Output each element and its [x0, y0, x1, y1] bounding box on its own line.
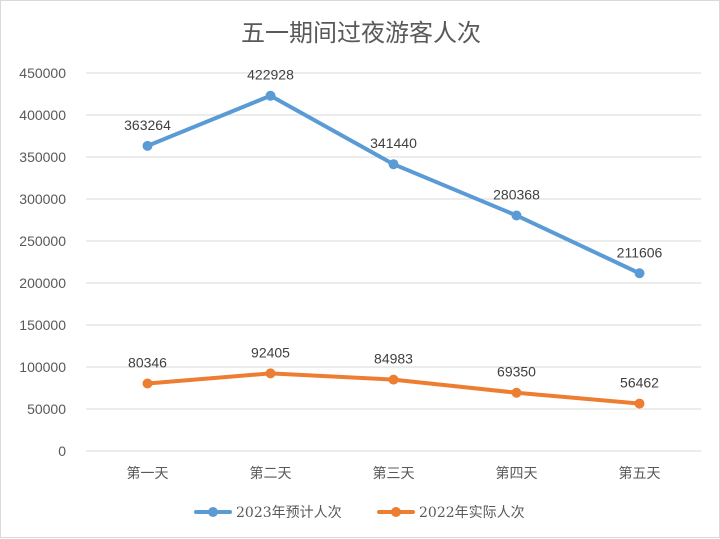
- y-tick-label: 250000: [19, 233, 66, 249]
- data-point: [511, 387, 522, 398]
- data-label: 80346: [128, 355, 167, 371]
- data-label: 280368: [493, 186, 540, 202]
- data-point: [142, 378, 153, 389]
- y-tick-label: 100000: [19, 359, 66, 375]
- y-tick-label: 400000: [19, 107, 66, 123]
- legend-swatch-marker: [391, 507, 401, 517]
- series-layer: 363264 422928 341440 280368 211606 80346 92405…: [124, 67, 663, 409]
- data-label: 341440: [370, 135, 417, 151]
- x-axis: 第一天 第二天 第三天 第四天 第五天: [127, 465, 661, 482]
- legend-swatch-marker: [208, 507, 218, 517]
- y-tick-label: 150000: [19, 317, 66, 333]
- x-tick-label: 第三天: [373, 465, 415, 482]
- chart-title: 五一期间过夜游客人次: [241, 19, 481, 47]
- legend-item: 2023年预计人次: [194, 505, 342, 521]
- data-label: 69350: [497, 364, 536, 380]
- y-tick-label: 200000: [19, 275, 66, 291]
- gridlines: [86, 72, 701, 452]
- legend: 2023年预计人次 2022年实际人次: [194, 505, 525, 521]
- data-point: [634, 398, 645, 409]
- x-tick-label: 第五天: [619, 465, 661, 482]
- y-tick-label: 50000: [27, 401, 66, 417]
- data-point: [265, 368, 276, 379]
- data-point: [265, 90, 276, 101]
- y-tick-label: 350000: [19, 149, 66, 165]
- series-line: [145, 93, 642, 276]
- data-point: [634, 268, 645, 279]
- y-tick-label: 450000: [19, 65, 66, 81]
- data-label: 92405: [251, 344, 290, 360]
- data-label: 211606: [617, 244, 663, 260]
- data-point: [388, 374, 399, 385]
- data-label: 422928: [247, 67, 294, 83]
- x-tick-label: 第一天: [127, 465, 169, 482]
- data-label: 56462: [620, 375, 659, 391]
- data-point: [142, 140, 153, 151]
- x-tick-label: 第二天: [250, 465, 292, 482]
- series-1: 363264 422928 341440 280368 211606: [124, 67, 663, 279]
- y-axis: 0 50000 100000 150000 200000 250000 300000 3500…: [19, 65, 66, 459]
- y-tick-label: 300000: [19, 191, 66, 207]
- data-label: 363264: [124, 117, 171, 133]
- data-point: [388, 159, 399, 170]
- legend-item: 2022年实际人次: [377, 505, 525, 521]
- data-label: 84983: [374, 351, 413, 367]
- series-2: 80346 92405 84983 69350 56462: [128, 344, 659, 409]
- data-point: [511, 210, 522, 221]
- x-tick-label: 第四天: [496, 465, 538, 482]
- legend-label: 2023年预计人次: [236, 505, 342, 521]
- legend-label: 2022年实际人次: [419, 505, 525, 521]
- y-tick-label: 0: [58, 443, 66, 459]
